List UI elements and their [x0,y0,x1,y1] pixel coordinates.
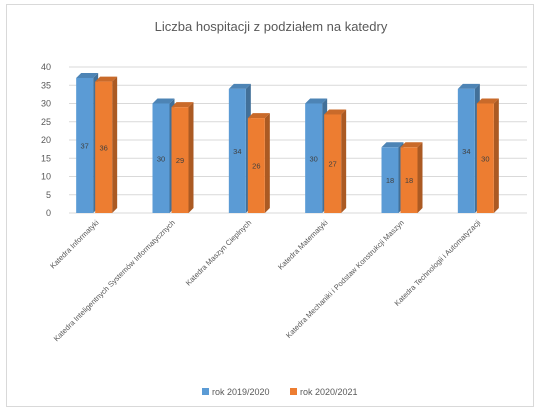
data-label: 36 [99,143,107,152]
bar-front [381,147,399,213]
y-tick-label: 40 [41,62,51,72]
y-tick-label: 15 [41,153,51,163]
bar-front [457,88,475,213]
bar-top [171,102,194,108]
x-tick-label: Katedra Inteligentnych Systemów Informat… [52,218,177,343]
bar-front [95,81,113,213]
legend-item: rok 2019/2020 [202,387,270,397]
bar: 30 [152,98,175,213]
data-label: 27 [328,160,336,169]
data-label: 30 [309,154,317,163]
bar: 26 [247,113,270,213]
bar: 18 [381,142,404,213]
gridlines [69,66,527,214]
bar-side [188,102,194,213]
legend-item: rok 2020/2021 [290,387,358,397]
data-label: 34 [233,147,241,156]
y-tick-label: 10 [41,172,51,182]
y-tick-label: 35 [41,80,51,90]
bar-top [247,113,270,119]
x-tick-label: Katedra Maszyn Cieplnych [184,218,253,287]
data-label: 18 [405,176,413,185]
bar: 30 [305,98,328,213]
bar-front [247,118,265,213]
bar-front [305,103,323,213]
bar: 27 [324,109,347,213]
y-tick-label: 5 [46,190,51,200]
bar-top [400,142,423,148]
x-tick-label: Katedra Informatyki [48,218,101,271]
chart-frame: Liczba hospitacji z podziałem na katedry… [6,4,534,407]
bar-front [228,88,246,213]
bar: 18 [400,142,423,213]
legend-label: rok 2020/2021 [300,387,358,397]
bar-side [493,98,499,213]
bar-front [324,114,342,213]
legend-swatch [202,388,209,395]
y-axis-ticks: 0 5 10 15 20 25 30 35 40 [41,62,51,218]
bar: 37 [76,72,99,213]
bar-top [152,98,175,104]
legend-swatch [290,388,297,395]
bar-front [171,107,189,213]
x-tick-label: Katedra Mechaniki i Podstaw Konstrukcji … [284,218,406,340]
bar-top [95,76,118,82]
chart-title: Liczba hospitacji z podziałem na katedry [155,19,388,34]
bar-side [417,142,423,213]
bar-top [305,98,328,104]
bar: 29 [171,102,194,213]
bar-side [341,109,347,213]
bar-front [400,147,418,213]
bar-front [476,103,494,213]
data-label: 30 [481,154,489,163]
bar-side [264,113,270,213]
data-label: 34 [462,147,470,156]
y-tick-label: 25 [41,117,51,127]
bar-side [112,76,118,213]
data-label: 30 [157,154,165,163]
data-label: 26 [252,162,260,171]
y-tick-label: 20 [41,135,51,145]
data-label: 18 [386,176,394,185]
x-tick-label: Katedra Matematyki [276,218,330,272]
legend-label: rok 2019/2020 [212,387,270,397]
bar-top [476,98,499,104]
y-tick-label: 30 [41,99,51,109]
bar-top [76,72,99,78]
legend: rok 2019/2020 rok 2020/2021 [202,387,358,397]
x-tick-label: Katedra Technologii i Automatyzacji [393,218,483,308]
bars: 37 36 30 29 34 26 30 27 18 18 34 30 [76,72,499,214]
bar-top [228,83,251,89]
bar-front [152,103,170,213]
bar: 30 [476,98,499,213]
bar: 36 [95,76,118,213]
bar-top [457,83,480,89]
y-tick-label: 0 [46,208,51,218]
bar-chart: Liczba hospitacji z podziałem na katedry… [41,19,527,397]
bar: 34 [228,83,251,214]
data-label: 29 [176,156,184,165]
data-label: 37 [80,141,88,150]
bar-top [381,142,404,148]
bar-top [324,109,347,115]
bar-front [76,77,94,213]
bar: 34 [457,83,480,214]
